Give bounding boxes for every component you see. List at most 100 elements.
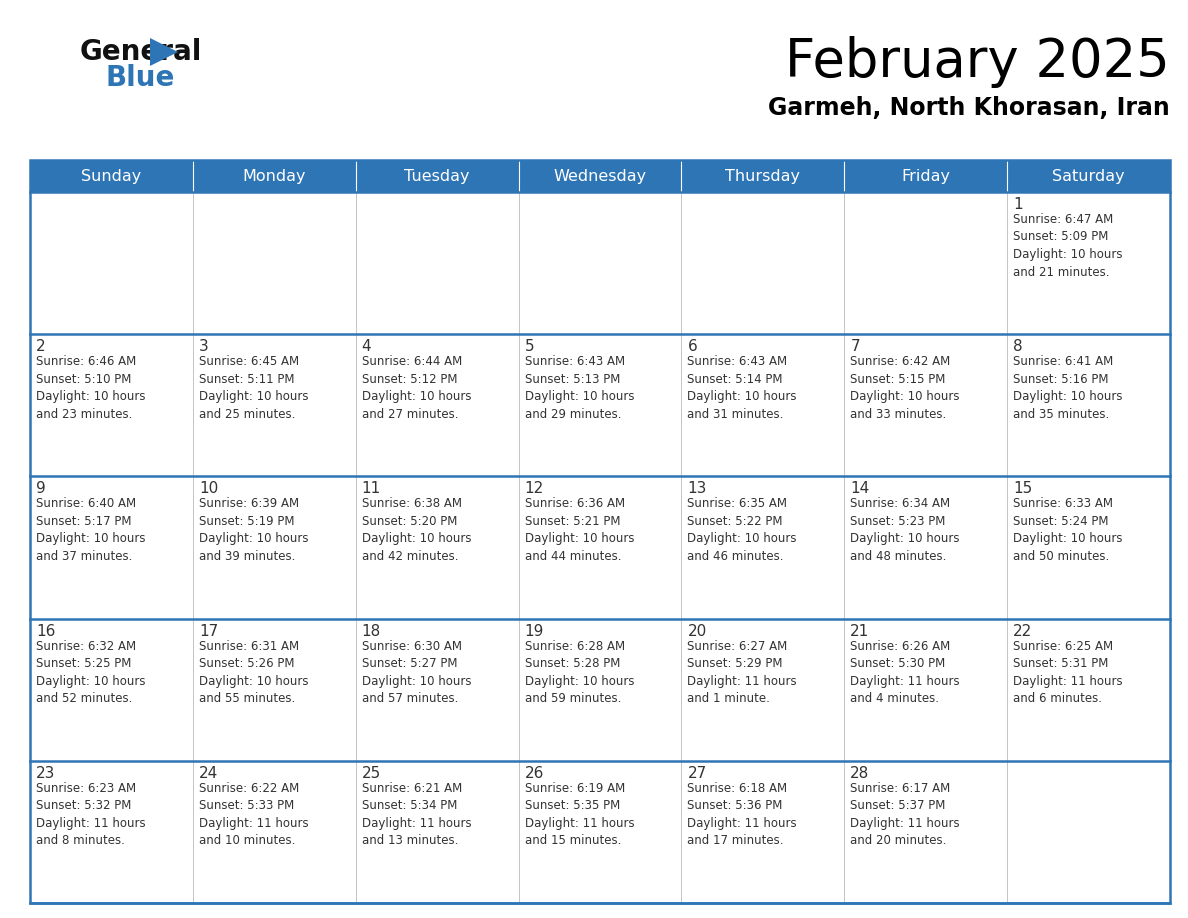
Bar — [845, 476, 1007, 619]
Bar — [682, 160, 845, 192]
Bar — [30, 619, 192, 761]
Bar — [519, 160, 682, 192]
Text: 1: 1 — [1013, 197, 1023, 212]
Text: General: General — [80, 38, 202, 66]
Text: Sunrise: 6:39 AM
Sunset: 5:19 PM
Daylight: 10 hours
and 39 minutes.: Sunrise: 6:39 AM Sunset: 5:19 PM Dayligh… — [198, 498, 309, 563]
Text: 17: 17 — [198, 623, 219, 639]
Text: 5: 5 — [525, 339, 535, 354]
Text: 21: 21 — [851, 623, 870, 639]
Bar — [192, 761, 355, 903]
Text: Sunrise: 6:45 AM
Sunset: 5:11 PM
Daylight: 10 hours
and 25 minutes.: Sunrise: 6:45 AM Sunset: 5:11 PM Dayligh… — [198, 355, 309, 420]
Text: 16: 16 — [36, 623, 56, 639]
Text: Sunrise: 6:25 AM
Sunset: 5:31 PM
Daylight: 11 hours
and 6 minutes.: Sunrise: 6:25 AM Sunset: 5:31 PM Dayligh… — [1013, 640, 1123, 705]
Bar — [519, 476, 682, 619]
Text: Monday: Monday — [242, 169, 307, 184]
Polygon shape — [150, 38, 178, 66]
Text: Sunrise: 6:44 AM
Sunset: 5:12 PM
Daylight: 10 hours
and 27 minutes.: Sunrise: 6:44 AM Sunset: 5:12 PM Dayligh… — [361, 355, 472, 420]
Text: 20: 20 — [688, 623, 707, 639]
Text: 24: 24 — [198, 766, 219, 781]
Text: Sunrise: 6:42 AM
Sunset: 5:15 PM
Daylight: 10 hours
and 33 minutes.: Sunrise: 6:42 AM Sunset: 5:15 PM Dayligh… — [851, 355, 960, 420]
Text: Sunday: Sunday — [81, 169, 141, 184]
Text: 11: 11 — [361, 481, 381, 497]
Text: Sunrise: 6:26 AM
Sunset: 5:30 PM
Daylight: 11 hours
and 4 minutes.: Sunrise: 6:26 AM Sunset: 5:30 PM Dayligh… — [851, 640, 960, 705]
Text: 7: 7 — [851, 339, 860, 354]
Bar — [30, 476, 192, 619]
Text: 8: 8 — [1013, 339, 1023, 354]
Text: 6: 6 — [688, 339, 697, 354]
Text: Sunrise: 6:27 AM
Sunset: 5:29 PM
Daylight: 11 hours
and 1 minute.: Sunrise: 6:27 AM Sunset: 5:29 PM Dayligh… — [688, 640, 797, 705]
Text: Sunrise: 6:33 AM
Sunset: 5:24 PM
Daylight: 10 hours
and 50 minutes.: Sunrise: 6:33 AM Sunset: 5:24 PM Dayligh… — [1013, 498, 1123, 563]
Bar — [30, 160, 192, 192]
Bar — [1007, 476, 1170, 619]
Bar — [845, 334, 1007, 476]
Text: 26: 26 — [525, 766, 544, 781]
Text: Sunrise: 6:30 AM
Sunset: 5:27 PM
Daylight: 10 hours
and 57 minutes.: Sunrise: 6:30 AM Sunset: 5:27 PM Dayligh… — [361, 640, 472, 705]
Bar — [1007, 160, 1170, 192]
Text: Sunrise: 6:36 AM
Sunset: 5:21 PM
Daylight: 10 hours
and 44 minutes.: Sunrise: 6:36 AM Sunset: 5:21 PM Dayligh… — [525, 498, 634, 563]
Bar — [682, 761, 845, 903]
Text: Sunrise: 6:22 AM
Sunset: 5:33 PM
Daylight: 11 hours
and 10 minutes.: Sunrise: 6:22 AM Sunset: 5:33 PM Dayligh… — [198, 782, 309, 847]
Bar — [192, 160, 355, 192]
Text: Sunrise: 6:47 AM
Sunset: 5:09 PM
Daylight: 10 hours
and 21 minutes.: Sunrise: 6:47 AM Sunset: 5:09 PM Dayligh… — [1013, 213, 1123, 278]
Bar — [192, 476, 355, 619]
Text: Sunrise: 6:21 AM
Sunset: 5:34 PM
Daylight: 11 hours
and 13 minutes.: Sunrise: 6:21 AM Sunset: 5:34 PM Dayligh… — [361, 782, 472, 847]
Bar — [845, 192, 1007, 334]
Bar — [519, 761, 682, 903]
Bar — [1007, 619, 1170, 761]
Bar — [30, 160, 1170, 903]
Text: 14: 14 — [851, 481, 870, 497]
Bar — [30, 334, 192, 476]
Text: Wednesday: Wednesday — [554, 169, 646, 184]
Text: Sunrise: 6:17 AM
Sunset: 5:37 PM
Daylight: 11 hours
and 20 minutes.: Sunrise: 6:17 AM Sunset: 5:37 PM Dayligh… — [851, 782, 960, 847]
Text: Sunrise: 6:43 AM
Sunset: 5:13 PM
Daylight: 10 hours
and 29 minutes.: Sunrise: 6:43 AM Sunset: 5:13 PM Dayligh… — [525, 355, 634, 420]
Bar — [192, 192, 355, 334]
Bar — [1007, 334, 1170, 476]
Bar — [355, 476, 519, 619]
Text: 2: 2 — [36, 339, 45, 354]
Bar — [355, 619, 519, 761]
Text: Sunrise: 6:38 AM
Sunset: 5:20 PM
Daylight: 10 hours
and 42 minutes.: Sunrise: 6:38 AM Sunset: 5:20 PM Dayligh… — [361, 498, 472, 563]
Bar — [192, 334, 355, 476]
Bar — [682, 476, 845, 619]
Text: 27: 27 — [688, 766, 707, 781]
Text: 9: 9 — [36, 481, 46, 497]
Text: Thursday: Thursday — [726, 169, 801, 184]
Bar — [1007, 192, 1170, 334]
Bar — [682, 192, 845, 334]
Text: Sunrise: 6:40 AM
Sunset: 5:17 PM
Daylight: 10 hours
and 37 minutes.: Sunrise: 6:40 AM Sunset: 5:17 PM Dayligh… — [36, 498, 145, 563]
Text: Saturday: Saturday — [1053, 169, 1125, 184]
Text: Blue: Blue — [105, 64, 175, 92]
Bar — [519, 192, 682, 334]
Bar — [845, 160, 1007, 192]
Text: 13: 13 — [688, 481, 707, 497]
Text: 3: 3 — [198, 339, 209, 354]
Bar — [519, 619, 682, 761]
Text: 10: 10 — [198, 481, 219, 497]
Text: 28: 28 — [851, 766, 870, 781]
Bar — [519, 334, 682, 476]
Text: Sunrise: 6:18 AM
Sunset: 5:36 PM
Daylight: 11 hours
and 17 minutes.: Sunrise: 6:18 AM Sunset: 5:36 PM Dayligh… — [688, 782, 797, 847]
Text: Sunrise: 6:34 AM
Sunset: 5:23 PM
Daylight: 10 hours
and 48 minutes.: Sunrise: 6:34 AM Sunset: 5:23 PM Dayligh… — [851, 498, 960, 563]
Text: Sunrise: 6:23 AM
Sunset: 5:32 PM
Daylight: 11 hours
and 8 minutes.: Sunrise: 6:23 AM Sunset: 5:32 PM Dayligh… — [36, 782, 146, 847]
Text: 15: 15 — [1013, 481, 1032, 497]
Bar — [682, 619, 845, 761]
Text: Sunrise: 6:43 AM
Sunset: 5:14 PM
Daylight: 10 hours
and 31 minutes.: Sunrise: 6:43 AM Sunset: 5:14 PM Dayligh… — [688, 355, 797, 420]
Text: 25: 25 — [361, 766, 381, 781]
Text: Friday: Friday — [902, 169, 950, 184]
Text: Sunrise: 6:19 AM
Sunset: 5:35 PM
Daylight: 11 hours
and 15 minutes.: Sunrise: 6:19 AM Sunset: 5:35 PM Dayligh… — [525, 782, 634, 847]
Text: 4: 4 — [361, 339, 372, 354]
Text: Sunrise: 6:41 AM
Sunset: 5:16 PM
Daylight: 10 hours
and 35 minutes.: Sunrise: 6:41 AM Sunset: 5:16 PM Dayligh… — [1013, 355, 1123, 420]
Bar — [682, 334, 845, 476]
Text: 19: 19 — [525, 623, 544, 639]
Bar — [1007, 761, 1170, 903]
Bar — [30, 761, 192, 903]
Bar — [355, 160, 519, 192]
Bar — [355, 334, 519, 476]
Bar — [845, 619, 1007, 761]
Text: Tuesday: Tuesday — [404, 169, 470, 184]
Text: Sunrise: 6:32 AM
Sunset: 5:25 PM
Daylight: 10 hours
and 52 minutes.: Sunrise: 6:32 AM Sunset: 5:25 PM Dayligh… — [36, 640, 145, 705]
Bar — [355, 192, 519, 334]
Text: Sunrise: 6:35 AM
Sunset: 5:22 PM
Daylight: 10 hours
and 46 minutes.: Sunrise: 6:35 AM Sunset: 5:22 PM Dayligh… — [688, 498, 797, 563]
Text: 23: 23 — [36, 766, 56, 781]
Text: Sunrise: 6:28 AM
Sunset: 5:28 PM
Daylight: 10 hours
and 59 minutes.: Sunrise: 6:28 AM Sunset: 5:28 PM Dayligh… — [525, 640, 634, 705]
